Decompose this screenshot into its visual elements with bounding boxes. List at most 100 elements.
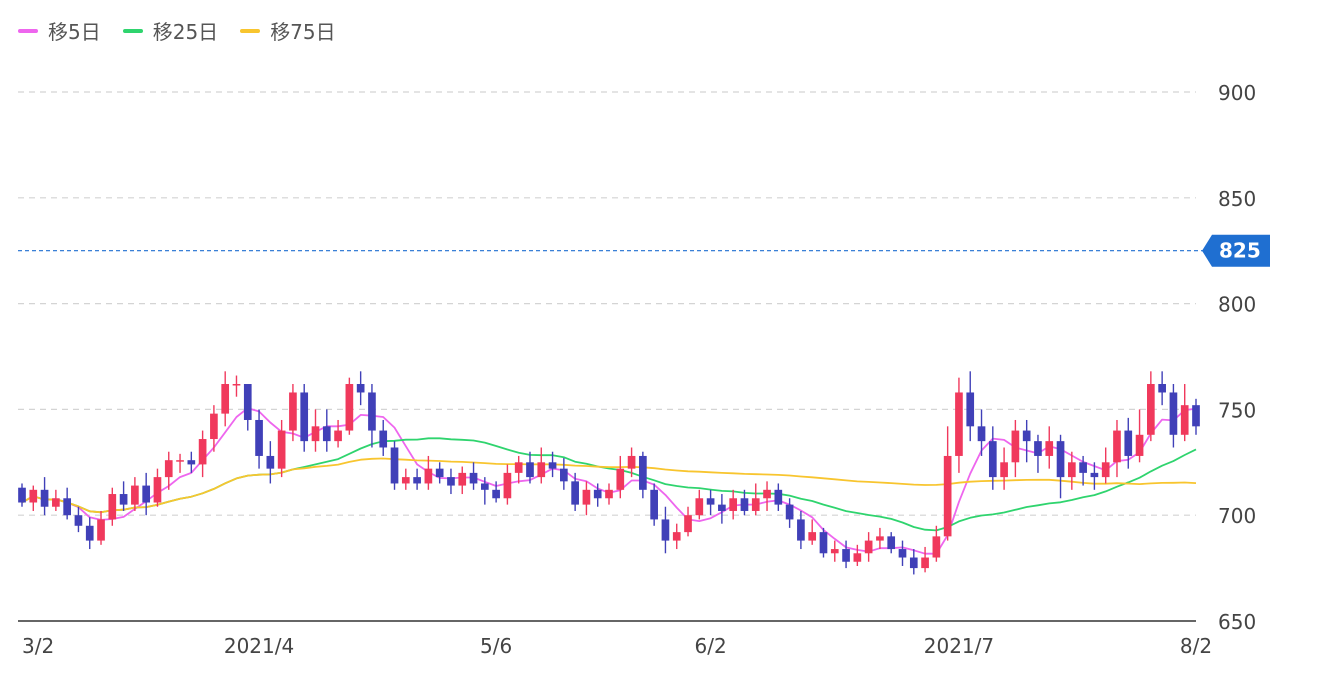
- candle[interactable]: [131, 477, 139, 511]
- candle[interactable]: [1124, 417, 1133, 469]
- candle[interactable]: [300, 384, 309, 452]
- candle[interactable]: [514, 455, 523, 484]
- candle[interactable]: [582, 481, 591, 516]
- candle[interactable]: [605, 483, 613, 505]
- candle[interactable]: [221, 371, 230, 427]
- candle[interactable]: [819, 527, 828, 558]
- candle[interactable]: [537, 447, 546, 484]
- candle[interactable]: [1147, 371, 1155, 442]
- candle[interactable]: [176, 453, 184, 473]
- candle[interactable]: [18, 483, 26, 507]
- candle[interactable]: [368, 384, 376, 448]
- candle[interactable]: [164, 451, 173, 490]
- candle[interactable]: [289, 384, 297, 442]
- candle[interactable]: [63, 487, 71, 520]
- candle[interactable]: [571, 472, 579, 511]
- candle[interactable]: [97, 510, 105, 545]
- candle[interactable]: [560, 458, 568, 490]
- candle[interactable]: [52, 489, 60, 511]
- candle[interactable]: [322, 409, 331, 452]
- candle[interactable]: [988, 426, 997, 490]
- candle[interactable]: [729, 489, 738, 520]
- candle[interactable]: [616, 455, 625, 499]
- candle[interactable]: [492, 481, 500, 503]
- candle[interactable]: [1158, 371, 1166, 406]
- candle[interactable]: [424, 455, 433, 490]
- candle[interactable]: [661, 506, 670, 554]
- candle[interactable]: [255, 409, 263, 469]
- candle[interactable]: [29, 485, 38, 511]
- candle[interactable]: [1113, 419, 1121, 478]
- candle[interactable]: [695, 489, 704, 520]
- candle[interactable]: [40, 477, 49, 516]
- candle[interactable]: [311, 409, 320, 452]
- candle[interactable]: [447, 468, 455, 495]
- candle[interactable]: [548, 451, 557, 478]
- candle[interactable]: [909, 549, 918, 575]
- candle[interactable]: [706, 489, 715, 516]
- candle[interactable]: [266, 441, 275, 484]
- candle[interactable]: [435, 462, 444, 484]
- candle[interactable]: [401, 468, 410, 490]
- candle[interactable]: [639, 451, 647, 499]
- candle[interactable]: [232, 375, 241, 397]
- candle[interactable]: [898, 540, 907, 566]
- candle[interactable]: [842, 540, 850, 569]
- candle[interactable]: [943, 426, 952, 541]
- candle[interactable]: [1000, 447, 1008, 490]
- candle[interactable]: [142, 472, 151, 516]
- candle[interactable]: [763, 481, 771, 511]
- candle[interactable]: [108, 487, 117, 526]
- candle[interactable]: [469, 462, 478, 490]
- legend-item-ma25[interactable]: 移25日: [122, 16, 218, 45]
- candle[interactable]: [1022, 419, 1031, 463]
- candle[interactable]: [627, 447, 636, 478]
- candle[interactable]: [1045, 426, 1054, 469]
- candle[interactable]: [932, 525, 941, 562]
- candle[interactable]: [243, 384, 252, 431]
- candle[interactable]: [480, 477, 489, 505]
- legend-item-ma5[interactable]: 移5日: [18, 16, 101, 45]
- candle[interactable]: [85, 517, 94, 550]
- candle[interactable]: [876, 527, 884, 550]
- candle[interactable]: [684, 506, 692, 537]
- candle[interactable]: [853, 544, 862, 566]
- candle[interactable]: [153, 468, 162, 507]
- candle[interactable]: [187, 451, 196, 473]
- candle[interactable]: [785, 498, 794, 528]
- candle[interactable]: [797, 510, 805, 550]
- candle[interactable]: [379, 419, 388, 456]
- candle[interactable]: [1101, 447, 1110, 484]
- candle[interactable]: [413, 468, 421, 490]
- candle[interactable]: [1011, 419, 1020, 478]
- candle[interactable]: [977, 409, 986, 456]
- candle[interactable]: [503, 464, 512, 505]
- candle[interactable]: [966, 371, 975, 442]
- candle[interactable]: [672, 523, 681, 550]
- candle[interactable]: [390, 441, 399, 490]
- candle[interactable]: [808, 519, 817, 545]
- candle[interactable]: [718, 494, 726, 524]
- candle[interactable]: [210, 405, 218, 452]
- candle[interactable]: [1056, 434, 1065, 499]
- legend-item-ma75[interactable]: 移75日: [240, 16, 336, 45]
- candle[interactable]: [74, 506, 83, 533]
- candle[interactable]: [1169, 384, 1178, 448]
- candle[interactable]: [864, 532, 873, 562]
- candle[interactable]: [593, 483, 602, 507]
- candle[interactable]: [1034, 434, 1042, 473]
- candle[interactable]: [1079, 455, 1087, 486]
- candle[interactable]: [830, 540, 839, 562]
- candle[interactable]: [774, 483, 783, 511]
- candle[interactable]: [356, 371, 365, 406]
- candle[interactable]: [1192, 398, 1200, 435]
- candle[interactable]: [345, 377, 354, 435]
- candle[interactable]: [1067, 451, 1076, 490]
- candle[interactable]: [1180, 384, 1189, 442]
- candle[interactable]: [277, 419, 286, 478]
- candle[interactable]: [526, 451, 534, 484]
- candle[interactable]: [458, 466, 467, 495]
- candle[interactable]: [751, 483, 760, 516]
- candle[interactable]: [334, 419, 342, 448]
- candle[interactable]: [955, 377, 963, 473]
